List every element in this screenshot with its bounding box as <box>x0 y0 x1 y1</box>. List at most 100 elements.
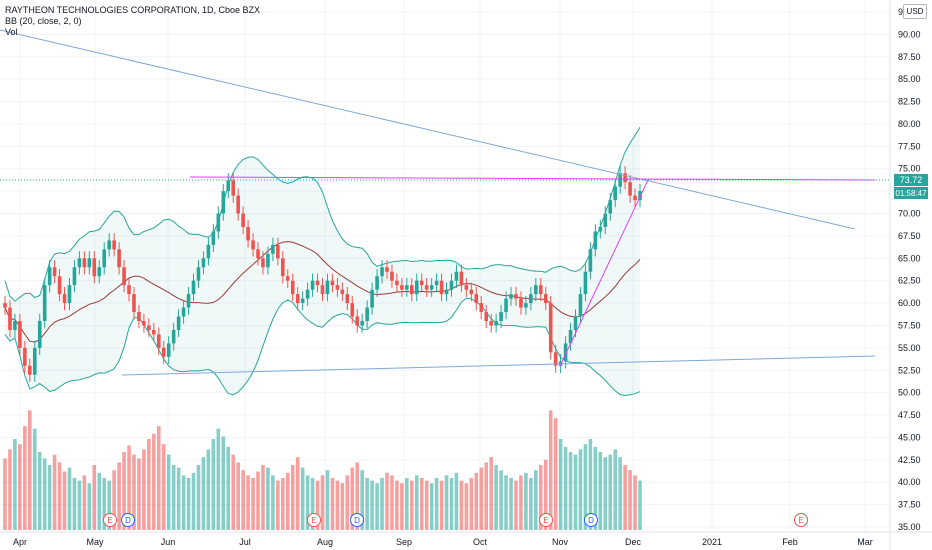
trend-drawings <box>0 29 890 376</box>
candle-body <box>439 280 444 295</box>
candle-body <box>578 294 583 317</box>
volume-bar <box>206 449 211 530</box>
volume-bar <box>181 475 186 530</box>
volume-bar <box>459 480 464 530</box>
symbol-title: RAYTHEON TECHNOLOGIES CORPORATION, 1D, C… <box>5 5 261 15</box>
volume-bar <box>424 480 429 530</box>
volume-bar <box>72 478 77 530</box>
volume-bar <box>434 478 439 530</box>
volume-bar <box>514 480 518 530</box>
chart-grid <box>0 0 890 532</box>
price-tick-label: 65.00 <box>898 253 921 263</box>
candle-body <box>142 321 146 326</box>
price-tick-label: 75.00 <box>898 164 921 174</box>
volume-bar <box>216 428 221 530</box>
volume-bar <box>395 480 399 530</box>
volume-bar <box>499 470 503 530</box>
resistance-line <box>189 176 876 181</box>
candle-body <box>226 180 231 192</box>
volume-bar <box>142 449 146 530</box>
currency-button[interactable]: USD <box>903 4 927 19</box>
bollinger-upper-band <box>4 126 641 302</box>
price-tick-label: 70.00 <box>898 209 921 219</box>
candle-body <box>350 303 355 317</box>
event-marker-label: D <box>588 516 594 525</box>
volume-bar <box>186 478 191 530</box>
volume-bar <box>295 457 300 530</box>
volume-bar <box>529 478 533 530</box>
candle-body <box>246 226 250 241</box>
candle-body <box>365 307 369 321</box>
volume-bar <box>623 465 627 530</box>
volume-bar <box>77 480 82 530</box>
volume-bar <box>315 480 320 530</box>
price-tick-label: 67.50 <box>898 231 921 241</box>
volume-bar <box>454 472 459 530</box>
volume-bar <box>107 480 111 530</box>
time-axis[interactable]: Apr May Jun Jul Aug Sep Oct Nov Dec 2021 Feb Mar <box>0 531 932 547</box>
volume-bar <box>538 465 543 530</box>
candle-body <box>266 253 270 268</box>
volume-bar <box>191 472 196 530</box>
volume-bar <box>568 452 573 530</box>
event-marker-label: E <box>311 516 316 525</box>
candle-body <box>434 280 439 286</box>
volume-bar <box>593 446 598 530</box>
candle-body <box>543 294 548 304</box>
volume-bar <box>201 457 206 530</box>
volume-bar <box>578 449 583 530</box>
volume-bar <box>474 472 479 530</box>
volume-bar <box>82 475 87 530</box>
volume-bar <box>628 470 632 530</box>
volume-bar <box>345 475 350 530</box>
candle-body <box>608 200 613 214</box>
candle-body <box>186 294 191 308</box>
candle-body <box>390 271 394 281</box>
candle-body <box>593 231 598 250</box>
volume-bar <box>429 483 434 530</box>
volume-bar <box>509 478 513 530</box>
candle-body <box>459 271 464 286</box>
volume-bar <box>305 475 310 530</box>
volume-bar <box>419 478 424 530</box>
volume-bar <box>285 472 290 530</box>
candle-body <box>18 321 22 348</box>
candle-body <box>370 289 374 308</box>
bar-countdown-label: 01:58:47 <box>895 189 927 198</box>
price-axis[interactable]: 92.5090.0087.5085.0082.5080.0077.5075.00… <box>889 0 921 550</box>
earnings-marker <box>539 513 553 527</box>
volume-bar <box>97 472 102 530</box>
time-tick-label: 2021 <box>702 537 722 547</box>
candle-body <box>67 285 72 304</box>
volume-bar <box>414 475 419 530</box>
price-tick-label: 80.00 <box>898 119 921 129</box>
volume-bar <box>449 478 454 530</box>
volume-bar <box>330 478 335 530</box>
candle-body <box>613 186 617 201</box>
candle-body <box>548 303 553 353</box>
volume-bar <box>583 444 588 530</box>
last-price-badge: 73.72 01:58:47 <box>894 174 928 199</box>
volume-bars <box>3 410 642 530</box>
price-tick-label: 37.50 <box>898 500 921 510</box>
earnings-marker <box>103 513 117 527</box>
earnings-marker <box>794 513 808 527</box>
volume-bar <box>3 458 7 530</box>
time-tick-label: Nov <box>552 537 569 547</box>
candle-body <box>573 316 578 330</box>
candle-body <box>340 289 345 295</box>
volume-bar <box>236 462 240 530</box>
candle-body <box>444 289 449 295</box>
candle-body <box>499 312 503 321</box>
volume-bar <box>380 478 384 530</box>
event-marker-label: E <box>107 516 112 525</box>
last-price-label: 73.72 <box>900 175 923 185</box>
volume-bar <box>390 475 394 530</box>
time-tick-label: Oct <box>473 537 488 547</box>
volume-bar <box>156 426 161 530</box>
candle-body <box>479 303 484 313</box>
candle-body <box>77 258 82 268</box>
volume-bar <box>603 457 608 530</box>
